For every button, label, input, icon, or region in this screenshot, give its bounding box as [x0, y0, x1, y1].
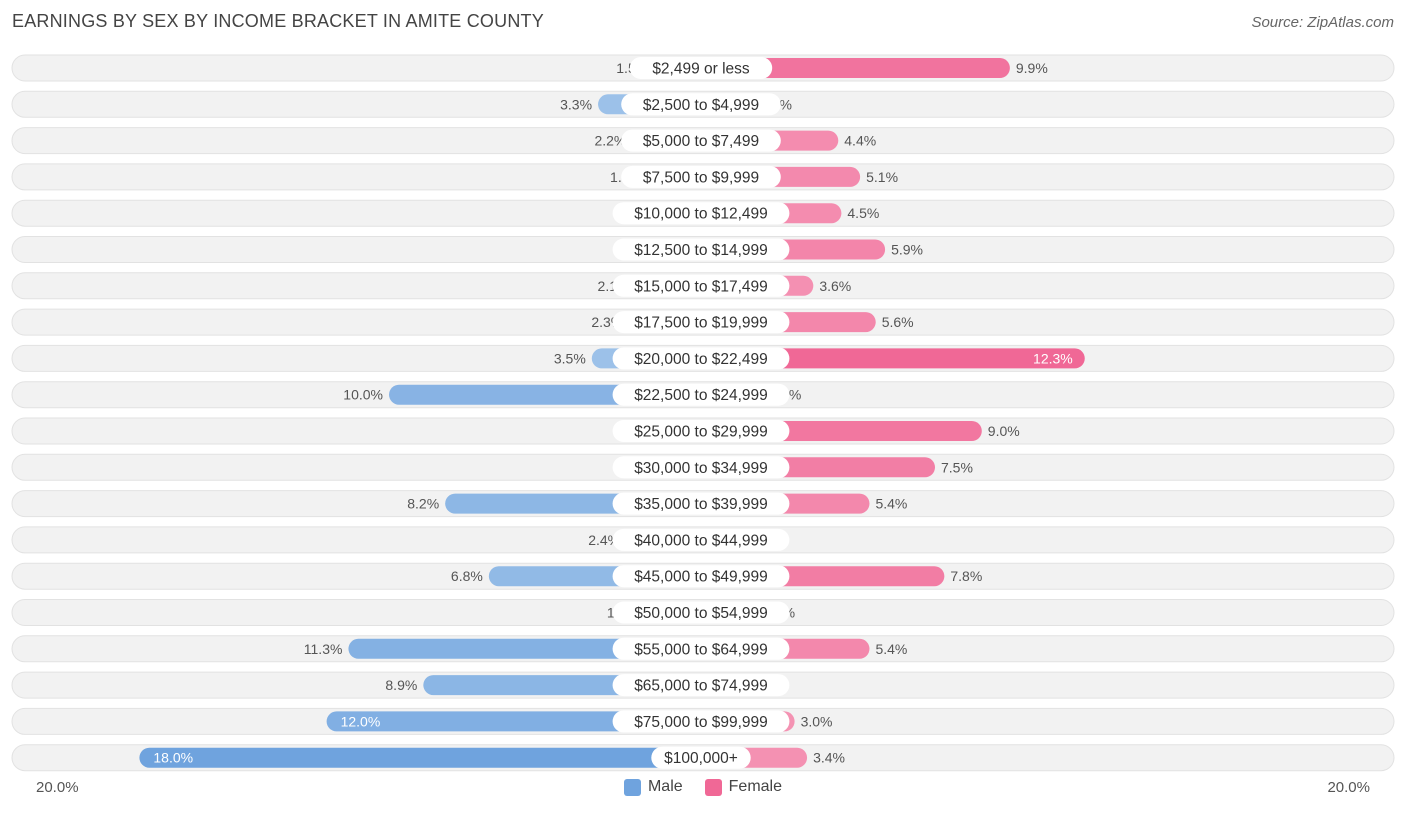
category-label: $7,500 to $9,999	[643, 169, 759, 186]
male-value-label: 3.3%	[560, 96, 592, 112]
category-label: $15,000 to $17,499	[634, 278, 768, 295]
category-label: $10,000 to $12,499	[634, 206, 768, 223]
category-label: $22,500 to $24,999	[634, 387, 768, 404]
female-value-label: 7.5%	[941, 459, 973, 475]
female-value-label: 3.6%	[819, 278, 851, 294]
x-axis-label-right: 20.0%	[1327, 779, 1370, 796]
female-value-label: 4.5%	[847, 205, 879, 221]
category-label-background	[612, 274, 790, 297]
female-value-label: 12.3%	[1033, 350, 1073, 366]
category-label: $2,500 to $4,999	[643, 97, 759, 114]
male-value-label: 8.9%	[385, 677, 417, 693]
source-note: Source: ZipAtlas.com	[1251, 14, 1394, 31]
category-label-background	[651, 746, 751, 769]
category-label-background	[612, 347, 790, 370]
category-label-background	[612, 601, 790, 624]
female-value-label: 5.1%	[866, 169, 898, 185]
male-value-label: 2.2%	[594, 133, 626, 149]
female-value-label: 5.4%	[875, 641, 907, 657]
category-label-background	[612, 456, 790, 479]
category-label: $35,000 to $39,999	[634, 496, 768, 513]
category-label-background	[612, 528, 790, 551]
female-bar	[701, 58, 1010, 78]
male-bar	[139, 747, 701, 768]
category-label-background	[612, 202, 790, 225]
male-value-label: 18.0%	[153, 750, 193, 766]
category-label-background	[612, 674, 790, 697]
category-label-background	[612, 383, 790, 406]
category-label: $50,000 to $54,999	[634, 605, 768, 622]
category-label-background	[612, 420, 790, 442]
female-value-label: 3.0%	[801, 713, 833, 729]
category-label: $20,000 to $22,499	[634, 351, 768, 368]
legend-item-female[interactable]: Female	[704, 778, 783, 796]
female-value-label: 5.6%	[882, 314, 914, 330]
category-label-background	[621, 129, 781, 152]
category-label: $100,000+	[664, 750, 738, 767]
category-label: $75,000 to $99,999	[634, 714, 768, 731]
male-value-label: 11.3%	[304, 641, 343, 657]
legend-item-male[interactable]: Male	[623, 778, 683, 796]
category-label: $25,000 to $29,999	[634, 424, 768, 441]
female-value-label: 9.0%	[988, 423, 1020, 439]
category-label: $17,500 to $19,999	[634, 315, 768, 332]
male-value-label: 2.4%	[588, 532, 620, 548]
category-label: $5,000 to $7,499	[643, 133, 759, 150]
category-label: $45,000 to $49,999	[634, 569, 768, 586]
female-value-label: 5.9%	[891, 242, 923, 258]
category-label-background	[612, 637, 790, 660]
male-value-label: 12.0%	[341, 713, 381, 729]
category-label: $55,000 to $64,999	[634, 641, 768, 658]
category-label: $40,000 to $44,999	[634, 532, 768, 549]
category-label: $2,499 or less	[652, 61, 750, 78]
category-label-background	[612, 311, 790, 334]
female-value-label: 5.4%	[875, 496, 907, 512]
female-bar	[701, 348, 1085, 369]
category-label-background	[612, 238, 790, 261]
female-value-label: 9.9%	[1016, 60, 1048, 76]
chart-title: EARNINGS BY SEX BY INCOME BRACKET IN AMI…	[12, 11, 544, 31]
male-value-label: 10.0%	[343, 387, 383, 403]
category-label-background	[612, 492, 790, 515]
legend: Male Female	[0, 778, 1406, 796]
category-label: $12,500 to $14,999	[634, 242, 768, 259]
male-bar	[326, 711, 701, 732]
category-label: $30,000 to $34,999	[634, 460, 768, 477]
x-axis-label-left: 20.0%	[36, 779, 79, 796]
category-label: $65,000 to $74,999	[634, 678, 768, 695]
category-label-background	[629, 57, 773, 79]
legend-label-male: Male	[647, 778, 683, 795]
category-label-background	[621, 165, 781, 188]
legend-swatch-male	[623, 778, 641, 796]
female-value-label: 7.8%	[950, 568, 982, 584]
male-bar	[348, 638, 701, 659]
category-label-background	[621, 93, 781, 116]
male-value-label: 6.8%	[451, 568, 483, 584]
legend-swatch-female	[704, 778, 722, 796]
male-value-label: 3.5%	[554, 350, 586, 366]
female-value-label: 4.4%	[844, 133, 876, 149]
legend-label-female: Female	[728, 778, 783, 795]
category-label-background	[612, 565, 790, 588]
category-label-background	[612, 710, 790, 733]
female-value-label: 3.4%	[813, 750, 845, 766]
male-value-label: 8.2%	[407, 496, 439, 512]
